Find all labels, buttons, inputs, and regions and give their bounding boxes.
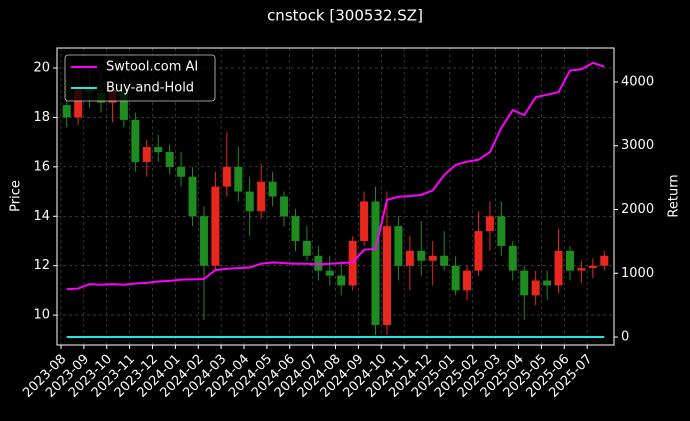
candle-body: [177, 166, 186, 177]
y-tick-label: 12: [33, 258, 50, 273]
candle-body: [440, 255, 449, 266]
candle-body: [131, 119, 140, 162]
plot-frame: [56, 47, 615, 346]
candle-body: [428, 255, 437, 261]
y-tick-label: 18: [33, 110, 50, 125]
y2-tick-label: 2000: [621, 202, 654, 217]
candle-body: [520, 270, 529, 296]
y2-tick-label: 0: [621, 330, 629, 345]
candle-body: [74, 87, 83, 118]
candle-body: [199, 216, 208, 266]
candle-body: [222, 166, 231, 187]
candle-body: [325, 270, 334, 276]
candle-body: [268, 181, 277, 197]
candle-body: [417, 250, 426, 261]
y2-tick-label: 1000: [621, 266, 654, 281]
chart-title: cnstock [300532.SZ]: [267, 7, 423, 25]
candle-body: [188, 176, 197, 217]
candle-body: [280, 196, 289, 217]
legend-box: [64, 54, 216, 102]
y2-tick-label: 3000: [621, 138, 654, 153]
line-series: [66, 61, 605, 291]
candle-body: [463, 270, 472, 291]
candle-body: [588, 265, 597, 269]
y-axis-label: Price: [9, 180, 24, 212]
candle-body: [531, 280, 540, 296]
y2-axis-label: Return: [667, 174, 682, 217]
candle-body: [154, 147, 163, 153]
y-tick-label: 14: [33, 209, 50, 224]
candle-body: [360, 201, 369, 241]
legend-label: Swtool.com AI: [106, 60, 198, 75]
legend-label: Buy-and-Hold: [106, 81, 194, 96]
candle-body: [382, 226, 391, 325]
y2-tick-label: 4000: [621, 74, 654, 89]
candle-body: [497, 216, 506, 246]
candle-body: [394, 226, 403, 266]
candle-body: [405, 250, 414, 266]
candle-body: [565, 250, 574, 271]
y-tick-label: 16: [33, 159, 50, 174]
candle-body: [337, 275, 346, 286]
candle-body: [234, 166, 243, 192]
candle-body: [257, 181, 266, 212]
candle-body: [485, 216, 494, 232]
y-tick-label: 20: [33, 61, 50, 76]
candle-body: [543, 280, 552, 286]
candle-body: [314, 255, 323, 271]
candle-body: [554, 250, 563, 286]
candle-body: [302, 240, 311, 256]
candle-body: [371, 201, 380, 325]
candle-body: [291, 216, 300, 241]
candle-body: [474, 231, 483, 271]
candle-body: [600, 255, 609, 266]
candle-body: [451, 265, 460, 291]
candle-body: [165, 152, 174, 167]
candle-body: [62, 105, 71, 118]
candle-body: [119, 90, 128, 120]
candle-body: [508, 245, 517, 271]
candle-body: [245, 191, 254, 212]
candle-body: [142, 147, 151, 162]
candle-body: [577, 268, 586, 271]
y-tick-label: 10: [33, 308, 50, 323]
candle-body: [211, 186, 220, 266]
